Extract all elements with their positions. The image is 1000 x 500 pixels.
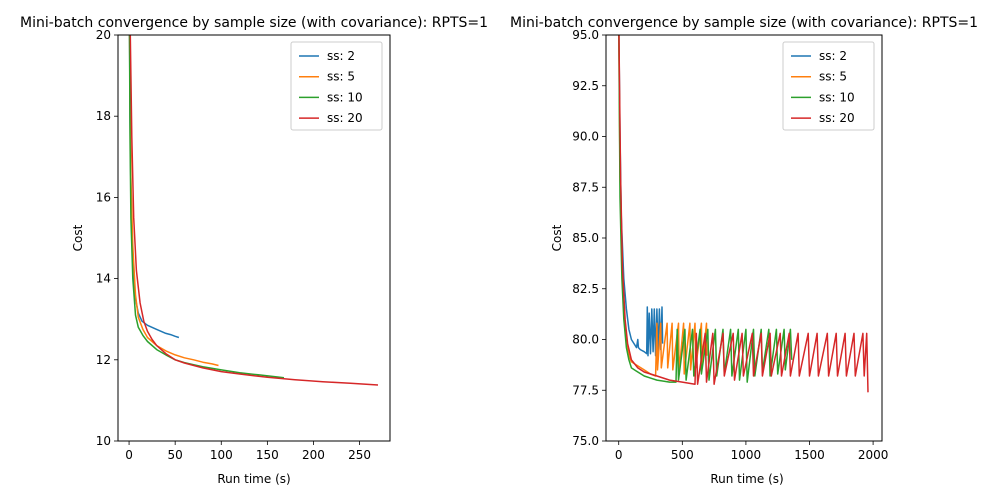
left-legend-label-3: ss: 10 [327, 90, 363, 104]
right-series-line-2 [618, 35, 708, 377]
right-legend: ss: 2 ss: 5 ss: 10 ss: 20 [782, 41, 875, 131]
left-y-tick-label: 14 [96, 272, 111, 286]
left-legend-label-1: ss: 2 [327, 49, 355, 63]
left-y-tick-label: 16 [96, 190, 111, 204]
left-subplot: 0 50 100 150 200 250 10 12 14 16 18 20 Mini-batch … [20, 15, 488, 486]
left-x-ticks: 0 50 100 150 200 250 [125, 441, 371, 462]
left-series-layer [128, 35, 379, 386]
right-y-tick-label: 92.5 [572, 79, 599, 93]
left-y-tick-label: 18 [96, 109, 111, 123]
left-x-axis-label: Run time (s) [217, 472, 290, 486]
right-x-tick-label: 2000 [858, 448, 889, 462]
right-y-tick-label: 75.0 [572, 434, 599, 448]
right-y-tick-label: 77.5 [572, 383, 599, 397]
left-legend-label-4: ss: 20 [327, 111, 363, 125]
right-x-axis-label: Run time (s) [710, 472, 783, 486]
left-series-line-4 [129, 35, 379, 386]
left-y-tick-label: 20 [96, 28, 111, 42]
left-x-tick-label: 150 [256, 448, 279, 462]
left-legend-label-2: ss: 5 [327, 70, 355, 84]
right-x-tick-label: 1000 [731, 448, 762, 462]
left-y-tick-label: 10 [96, 434, 111, 448]
right-y-tick-label: 95.0 [572, 28, 599, 42]
right-x-tick-label: 500 [671, 448, 694, 462]
left-chart-title: Mini-batch convergence by sample size (w… [20, 15, 488, 31]
left-x-tick-label: 200 [302, 448, 325, 462]
right-series-line-3 [618, 35, 793, 383]
left-x-tick-label: 100 [210, 448, 233, 462]
right-legend-label-3: ss: 10 [819, 90, 855, 104]
left-y-ticks: 10 12 14 16 18 20 [96, 28, 118, 448]
right-y-tick-label: 82.5 [572, 282, 599, 296]
right-chart-title: Mini-batch convergence by sample size (w… [510, 15, 978, 31]
left-x-tick-label: 0 [125, 448, 133, 462]
right-legend-label-4: ss: 20 [819, 111, 855, 125]
right-y-tick-label: 85.0 [572, 231, 599, 245]
right-x-tick-label: 0 [615, 448, 623, 462]
right-y-tick-label: 87.5 [572, 180, 599, 194]
left-x-tick-label: 250 [348, 448, 371, 462]
right-legend-label-1: ss: 2 [819, 49, 847, 63]
right-legend-label-2: ss: 5 [819, 70, 847, 84]
left-x-tick-label: 50 [168, 448, 183, 462]
right-y-tick-label: 90.0 [572, 130, 599, 144]
right-subplot: 0 500 1000 1500 2000 75.0 77.5 80.0 82.5 85.0 87.… [510, 15, 978, 486]
right-y-tick-label: 80.0 [572, 333, 599, 347]
right-x-ticks: 0 500 1000 1500 2000 [615, 441, 888, 462]
left-legend: ss: 2 ss: 5 ss: 10 ss: 20 [290, 41, 383, 131]
left-y-tick-label: 12 [96, 353, 111, 367]
left-axes-frame [117, 34, 391, 442]
right-y-ticks: 75.0 77.5 80.0 82.5 85.0 87.5 90.0 92.5 95.0 [572, 28, 606, 448]
right-legend-box [782, 41, 875, 131]
right-series-layer [618, 35, 869, 393]
left-y-axis-label: Cost [71, 224, 85, 251]
left-legend-box [290, 41, 383, 131]
right-x-tick-label: 1500 [794, 448, 825, 462]
right-series-line-4 [618, 35, 869, 393]
left-series-line-2 [128, 35, 219, 367]
left-series-line-3 [128, 35, 285, 379]
right-y-axis-label: Cost [550, 224, 564, 251]
